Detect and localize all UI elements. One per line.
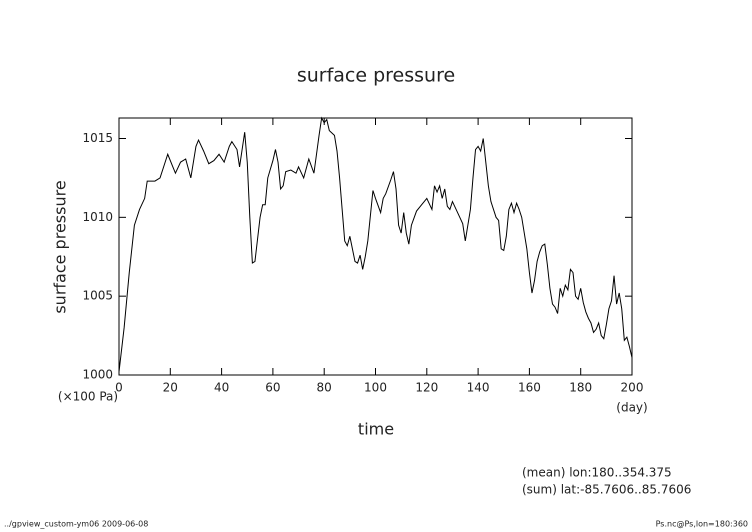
footer-right: Ps.nc@Ps,lon=180:360 <box>656 520 748 529</box>
x-tick-label: 0 <box>115 381 123 395</box>
footer-left: ../gpview_custom-ym06 2009-06-08 <box>4 520 148 529</box>
y-tick-label: 1005 <box>82 289 113 303</box>
x-tick-label: 100 <box>364 381 387 395</box>
note: (mean) lon:180..354.375 <box>522 466 672 480</box>
x-tick-label: 180 <box>569 381 592 395</box>
plot-frame <box>118 117 633 376</box>
x-tick-label: 80 <box>317 381 332 395</box>
x-axis-label: time <box>358 420 394 439</box>
x-unit: (day) <box>616 401 647 415</box>
x-tick-label: 20 <box>163 381 178 395</box>
y-tick-label: 1015 <box>82 131 113 145</box>
chart-title: surface pressure <box>297 65 455 87</box>
x-tick-label: 120 <box>415 381 438 395</box>
x-tick-label: 60 <box>265 381 280 395</box>
x-tick-label: 200 <box>621 381 644 395</box>
x-tick-label: 140 <box>467 381 490 395</box>
x-tick-label: 160 <box>518 381 541 395</box>
y-unit: (×100 Pa) <box>58 390 118 404</box>
y-tick-label: 1000 <box>82 368 113 382</box>
y-axis-label: surface pressure <box>51 180 70 313</box>
y-tick-label: 1010 <box>82 210 113 224</box>
data-line <box>118 116 633 372</box>
x-tick-label: 40 <box>214 381 229 395</box>
note: (sum) lat:-85.7606..85.7606 <box>522 483 691 497</box>
